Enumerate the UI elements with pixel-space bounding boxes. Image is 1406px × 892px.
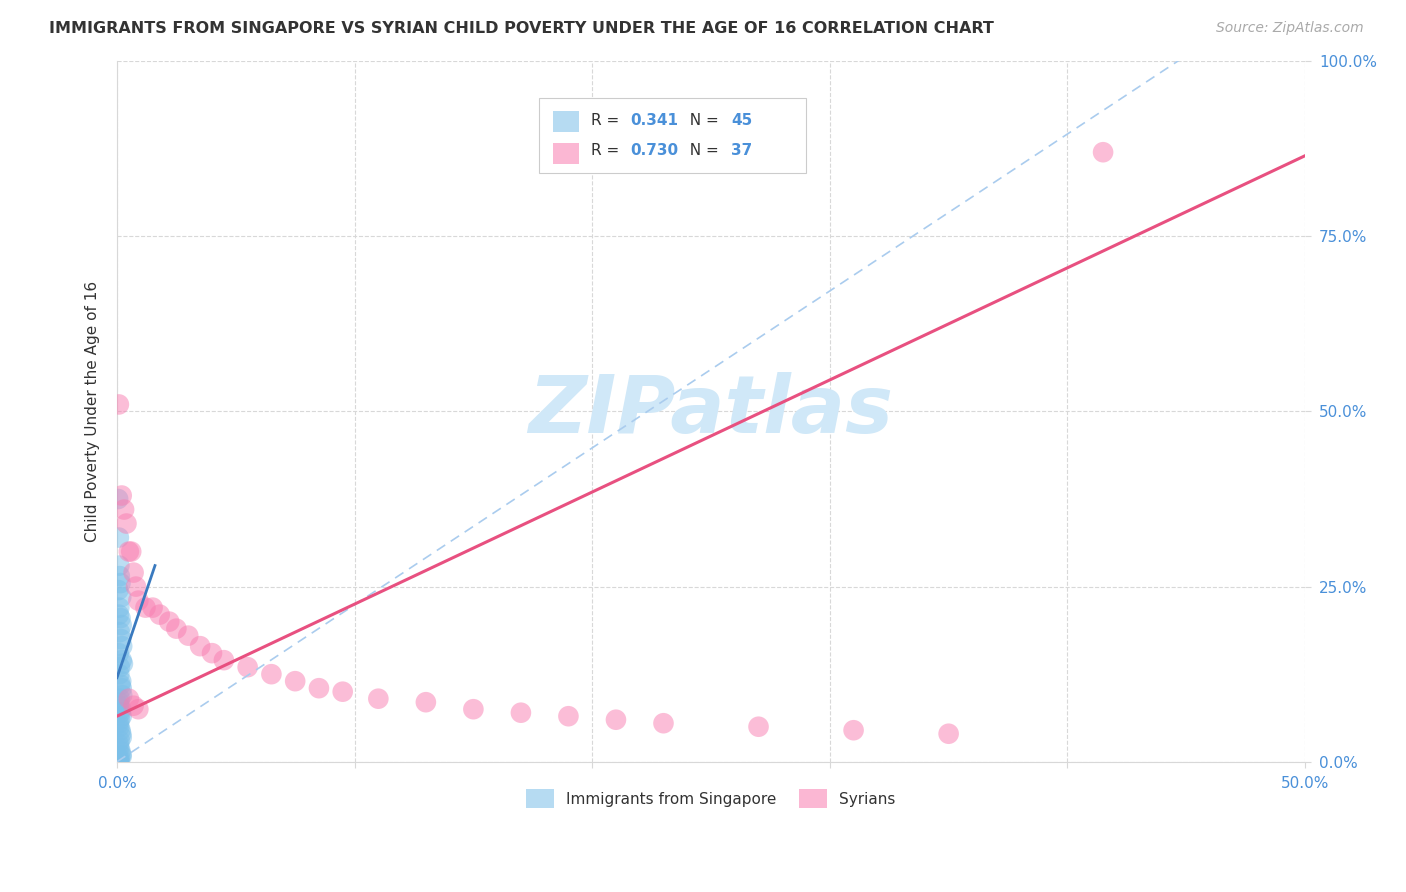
Point — [463, 702, 485, 716]
Point — [308, 681, 330, 696]
Point — [111, 709, 134, 723]
Point — [236, 660, 259, 674]
Text: ZIPatlas: ZIPatlas — [529, 373, 893, 450]
Point — [110, 674, 132, 689]
Point — [118, 544, 141, 558]
Point — [108, 691, 131, 706]
Point — [177, 629, 200, 643]
Point — [747, 720, 769, 734]
Point — [110, 702, 132, 716]
Point — [111, 639, 134, 653]
Point — [652, 716, 675, 731]
Point — [110, 744, 132, 758]
Text: N =: N = — [681, 143, 724, 158]
Point — [108, 733, 131, 747]
Point — [1092, 145, 1115, 160]
Bar — [553, 144, 579, 164]
Point — [110, 678, 132, 692]
Text: R =: R = — [591, 112, 624, 128]
Point — [108, 558, 131, 573]
Point — [110, 747, 132, 762]
Point — [188, 639, 211, 653]
Point — [108, 397, 131, 411]
Point — [108, 753, 131, 767]
Point — [201, 646, 224, 660]
Point — [260, 667, 283, 681]
Point — [108, 713, 131, 727]
Point — [108, 698, 131, 713]
Point — [108, 660, 131, 674]
Y-axis label: Child Poverty Under the Age of 16: Child Poverty Under the Age of 16 — [86, 281, 100, 542]
Text: Source: ZipAtlas.com: Source: ZipAtlas.com — [1216, 21, 1364, 35]
Point — [108, 737, 131, 751]
Point — [108, 751, 131, 765]
Point — [332, 684, 354, 698]
Point — [110, 706, 132, 720]
Point — [157, 615, 180, 629]
Point — [112, 502, 135, 516]
Point — [149, 607, 172, 622]
Point — [108, 607, 131, 622]
Point — [111, 749, 134, 764]
Point — [108, 667, 131, 681]
Point — [142, 600, 165, 615]
Point — [111, 489, 134, 503]
Text: IMMIGRANTS FROM SINGAPORE VS SYRIAN CHILD POVERTY UNDER THE AGE OF 16 CORRELATIO: IMMIGRANTS FROM SINGAPORE VS SYRIAN CHIL… — [49, 21, 994, 36]
Point — [111, 618, 134, 632]
Point — [108, 720, 131, 734]
FancyBboxPatch shape — [538, 97, 806, 173]
Point — [122, 566, 145, 580]
Point — [110, 611, 132, 625]
Point — [509, 706, 531, 720]
Text: 0.341: 0.341 — [630, 112, 678, 128]
Point — [107, 755, 129, 769]
Point — [557, 709, 579, 723]
Point — [938, 727, 960, 741]
Point — [108, 754, 131, 768]
Point — [115, 516, 138, 531]
Point — [134, 600, 156, 615]
Point — [165, 622, 187, 636]
Point — [122, 698, 145, 713]
Point — [111, 681, 134, 696]
Point — [108, 600, 131, 615]
Point — [111, 688, 134, 702]
Point — [111, 730, 134, 744]
Text: N =: N = — [681, 112, 724, 128]
Point — [284, 674, 307, 689]
Point — [118, 691, 141, 706]
Point — [111, 657, 134, 671]
Point — [110, 632, 132, 647]
Point — [415, 695, 437, 709]
Point — [108, 625, 131, 640]
Point — [127, 593, 149, 607]
Text: R =: R = — [591, 143, 624, 158]
Point — [110, 723, 132, 738]
Point — [367, 691, 389, 706]
Point — [212, 653, 235, 667]
Point — [605, 713, 627, 727]
Point — [108, 531, 131, 545]
Point — [108, 695, 131, 709]
Bar — [553, 111, 579, 132]
Point — [120, 544, 142, 558]
Point — [110, 590, 132, 604]
Point — [108, 569, 131, 583]
Point — [111, 653, 134, 667]
Text: 37: 37 — [731, 143, 752, 158]
Point — [125, 580, 148, 594]
Point — [107, 491, 129, 506]
Point — [127, 702, 149, 716]
Point — [110, 727, 132, 741]
Point — [108, 740, 131, 755]
Legend: Immigrants from Singapore, Syrians: Immigrants from Singapore, Syrians — [519, 782, 903, 816]
Text: 0.730: 0.730 — [630, 143, 678, 158]
Point — [842, 723, 865, 738]
Point — [108, 716, 131, 731]
Text: 45: 45 — [731, 112, 752, 128]
Point — [108, 646, 131, 660]
Point — [107, 583, 129, 598]
Point — [110, 576, 132, 591]
